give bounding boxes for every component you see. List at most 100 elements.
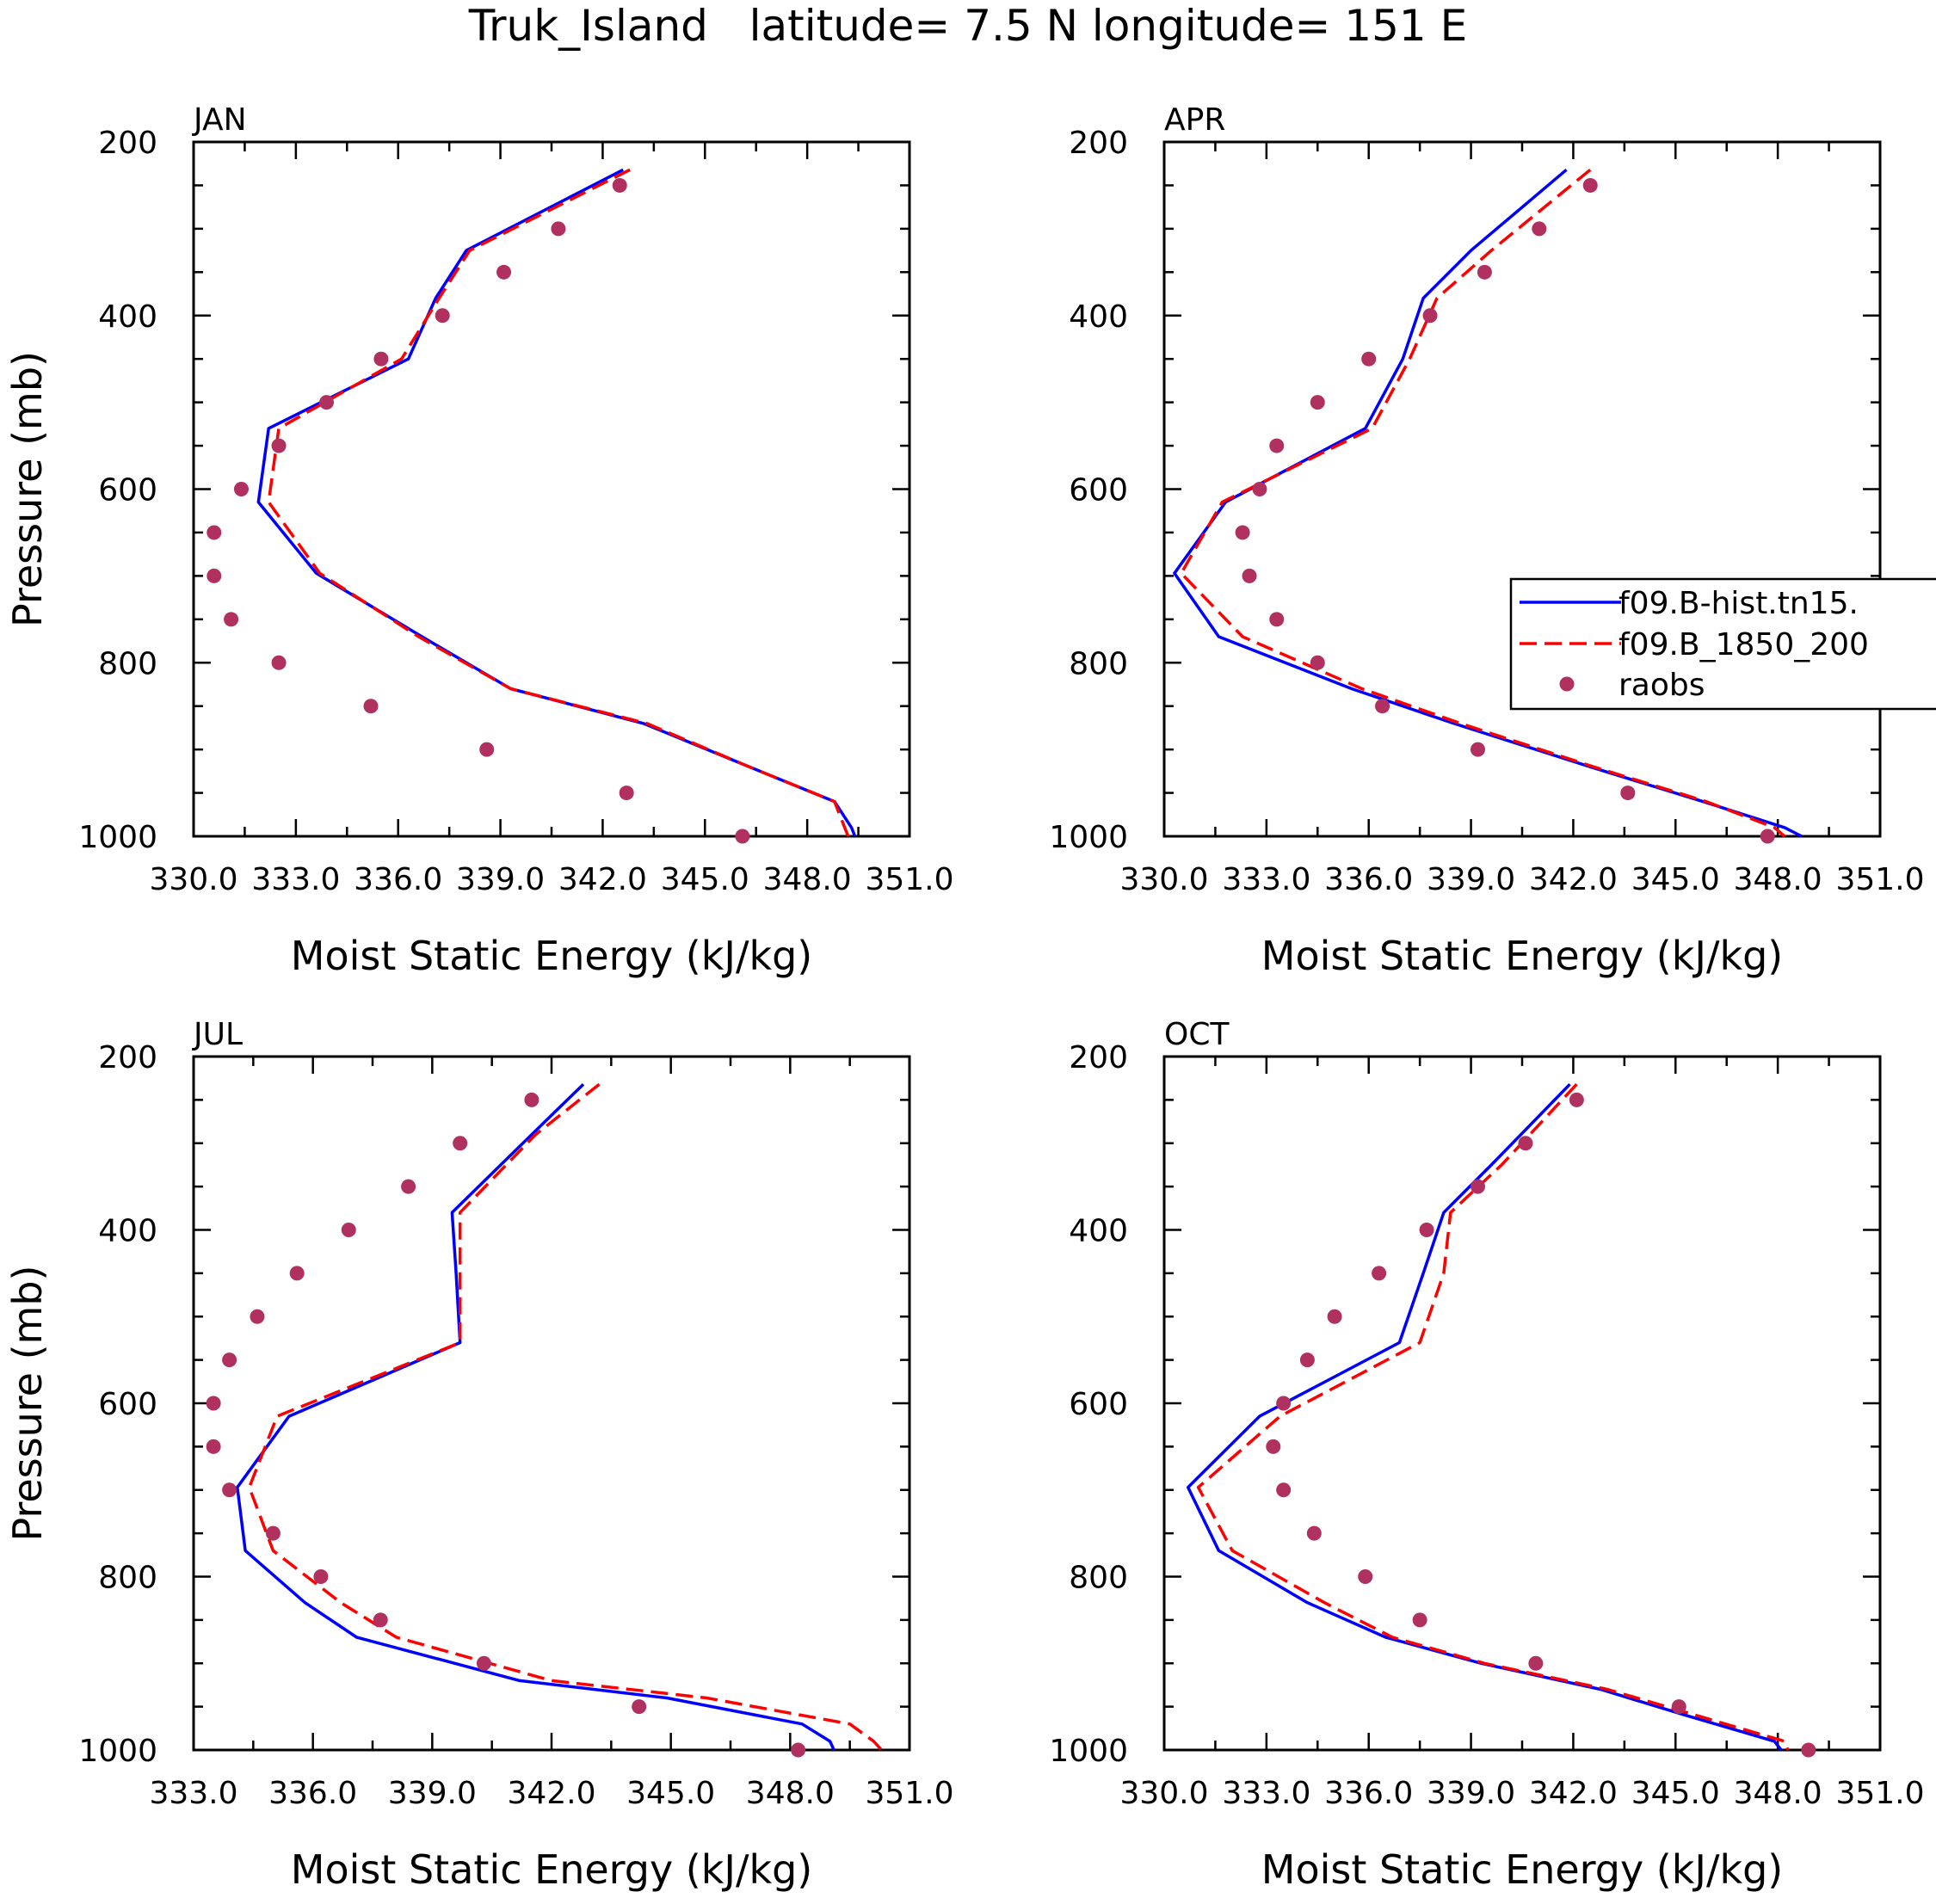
x-tick-label: 342.0: [1529, 1776, 1618, 1811]
raobs-point: [479, 742, 495, 757]
raobs-point: [735, 829, 750, 844]
x-tick-label: 339.0: [456, 862, 545, 897]
panel-title: JAN: [192, 102, 247, 138]
raobs-point: [1671, 1699, 1686, 1715]
raobs-point: [289, 1266, 305, 1281]
raobs-point: [1252, 482, 1267, 496]
raobs-point: [1569, 1092, 1584, 1107]
raobs-point: [250, 1309, 265, 1324]
raobs-point: [1528, 1655, 1544, 1671]
series-line-hist: [236, 1082, 835, 1751]
ticks: [1162, 1055, 1882, 1752]
series-raobs: [1266, 1092, 1816, 1758]
x-tick-label: 348.0: [763, 862, 852, 897]
main-title: Truk_Island latitude= 7.5 N longitude= 1…: [468, 1, 1467, 51]
x-tick-label: 351.0: [1835, 1776, 1924, 1811]
panels: 330.0 333.0 336.0 339.0 342.0 345.0 348.0 351.0…: [4, 102, 1925, 1893]
raobs-point: [265, 1525, 281, 1541]
y-tick-label: 1000: [78, 1734, 157, 1769]
legend-label: f09.B_1850_200: [1618, 627, 1869, 662]
y-tick-label: 400: [1069, 299, 1128, 335]
x-tick-label: 336.0: [354, 862, 442, 897]
raobs-point: [401, 1179, 416, 1194]
x-tick-label: 351.0: [1835, 862, 1924, 897]
x-axis-title: Moist Static Energy (kJ/kg): [1261, 933, 1784, 979]
y-axis-title: Pressure (mb): [4, 351, 51, 627]
raobs-point: [207, 568, 222, 583]
x-tick-label: 333.0: [1222, 862, 1310, 897]
y-tick-label: 600: [1069, 473, 1128, 508]
raobs-point: [222, 1482, 237, 1498]
ticks: [1162, 140, 1882, 838]
y-tick-label: 1000: [78, 820, 157, 855]
raobs-point: [1412, 1612, 1427, 1628]
x-tick-label: 342.0: [558, 862, 647, 897]
series-raobs: [1235, 177, 1775, 844]
y-tick-label: 200: [98, 1040, 157, 1075]
legend-label: raobs: [1618, 668, 1705, 703]
raobs-point: [1358, 1569, 1373, 1584]
series-line-1850: [267, 168, 850, 837]
raobs-point: [1532, 221, 1547, 237]
raobs-point: [496, 264, 512, 280]
series-line-hist: [1186, 1082, 1783, 1752]
raobs-point: [1518, 1136, 1533, 1151]
raobs-point: [1801, 1742, 1816, 1758]
raobs-point: [271, 655, 287, 670]
x-tick-label: 333.0: [149, 1776, 237, 1811]
raobs-point: [476, 1655, 491, 1671]
raobs-point: [207, 525, 222, 540]
panel-jul: 333.0 336.0 339.0 342.0 345.0 348.0 351.0 200 40…: [4, 1017, 954, 1893]
x-tick-label: 330.0: [1119, 862, 1208, 897]
x-tick-label: 330.0: [149, 862, 237, 897]
series-raobs: [207, 177, 750, 844]
raobs-point: [233, 482, 249, 496]
x-tick-label: 345.0: [661, 862, 749, 897]
y-tick-label: 1000: [1049, 1734, 1128, 1769]
x-tick-label: 348.0: [746, 1776, 835, 1811]
raobs-point: [1269, 612, 1285, 627]
raobs-point: [551, 221, 566, 237]
y-tick-label: 400: [98, 299, 157, 335]
series-raobs: [206, 1092, 806, 1758]
x-axis-title: Moist Static Energy (kJ/kg): [291, 1846, 813, 1893]
raobs-point: [1299, 1353, 1315, 1368]
raobs-point: [373, 1612, 388, 1628]
y-tick-label: 200: [1069, 1040, 1128, 1075]
raobs-point: [1306, 1525, 1322, 1541]
x-tick-label: 342.0: [507, 1776, 595, 1811]
legend-label: f09.B-hist.tn15.: [1618, 586, 1859, 621]
raobs-point: [619, 786, 634, 801]
raobs-point: [206, 1396, 221, 1411]
y-tick-label: 800: [98, 646, 157, 681]
raobs-point: [1266, 1439, 1281, 1454]
y-tick-label: 400: [1069, 1214, 1128, 1249]
raobs-point: [1620, 786, 1636, 801]
y-tick-label: 200: [98, 126, 157, 161]
plot-frame: [192, 140, 911, 838]
raobs-point: [271, 438, 287, 453]
raobs-point: [1419, 1223, 1434, 1237]
y-tick-label: 600: [98, 473, 157, 508]
raobs-point: [1470, 742, 1485, 757]
plot-frame: [192, 1055, 911, 1752]
plot-frame: [1162, 140, 1882, 838]
raobs-point: [632, 1699, 647, 1715]
x-tick-label: 345.0: [626, 1776, 715, 1811]
raobs-point: [224, 612, 239, 627]
raobs-point: [373, 351, 389, 367]
raobs-point: [1310, 655, 1325, 670]
series-line-1850: [247, 1082, 883, 1752]
x-tick-label: 351.0: [865, 1776, 953, 1811]
raobs-point: [1276, 1396, 1292, 1411]
x-tick-label: 339.0: [1427, 1776, 1515, 1811]
raobs-point: [435, 308, 450, 323]
x-axis-title: Moist Static Energy (kJ/kg): [291, 933, 813, 979]
raobs-point: [1327, 1309, 1342, 1324]
raobs-point: [1361, 351, 1377, 367]
x-tick-label: 336.0: [1324, 862, 1413, 897]
legend-swatch-raobs: [1559, 676, 1575, 692]
panel-oct: 330.0 333.0 336.0 339.0 342.0 345.0 348.0 351.0…: [1049, 1017, 1924, 1893]
raobs-point: [1310, 395, 1325, 410]
